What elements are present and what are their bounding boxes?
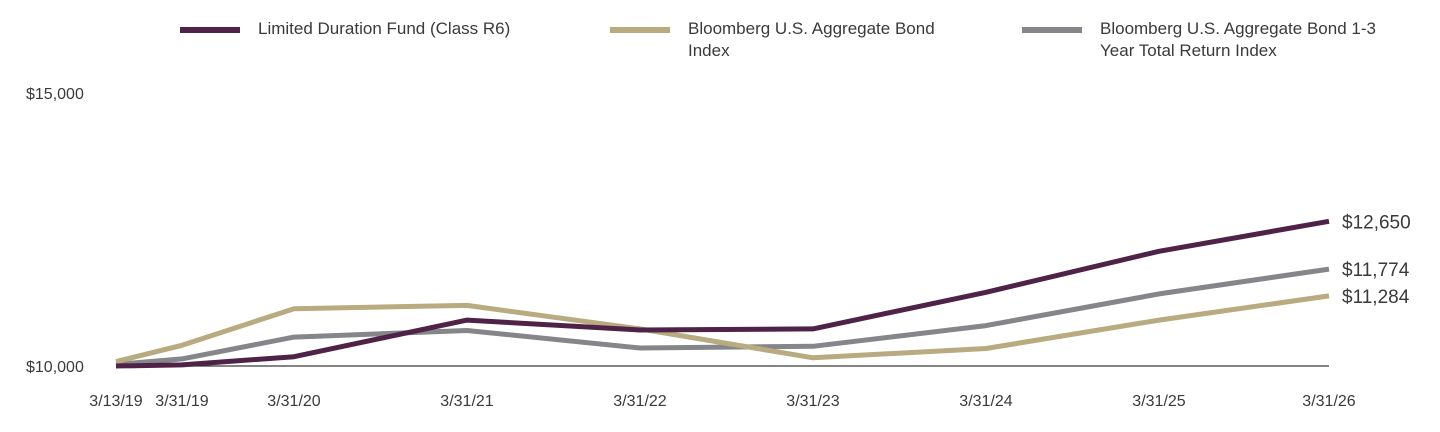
legend-swatch-fund — [180, 27, 240, 33]
end-value-label-2: $11,774 — [1342, 260, 1410, 281]
legend-swatch-1-3-year-index — [1022, 27, 1082, 33]
x-tick-label: 3/31/24 — [959, 393, 1012, 410]
series-line-0 — [115, 218, 1330, 369]
legend-label-fund: Limited Duration Fund (Class R6) — [258, 19, 511, 38]
x-tick-label: 3/31/25 — [1132, 393, 1185, 410]
legend-swatch-aggregate-index — [610, 27, 670, 33]
y-tick-label: $15,000 — [26, 86, 84, 103]
legend-item-fund: Limited Duration Fund (Class R6) — [180, 18, 560, 40]
x-tick-label: 3/13/19 — [89, 393, 142, 410]
x-tick-label: 3/31/19 — [155, 393, 208, 410]
x-tick-label: 3/31/26 — [1302, 393, 1355, 410]
legend-label-1-3-year-index: Bloomberg U.S. Aggregate Bond 1-3 Year T… — [1100, 19, 1376, 60]
y-tick-label: $10,000 — [26, 359, 84, 376]
end-value-label-1: $11,284 — [1342, 287, 1410, 308]
legend-label-aggregate-index: Bloomberg U.S. Aggregate Bond Index — [688, 19, 935, 60]
legend-item-aggregate-index: Bloomberg U.S. Aggregate Bond Index — [610, 18, 970, 62]
series-line-2 — [115, 266, 1330, 367]
x-tick-label: 3/31/20 — [267, 393, 320, 410]
x-tick-label: 3/31/22 — [613, 393, 666, 410]
legend-item-1-3-year-index: Bloomberg U.S. Aggregate Bond 1-3 Year T… — [1022, 18, 1422, 62]
x-tick-label: 3/31/21 — [440, 393, 493, 410]
x-tick-label: 3/31/23 — [786, 393, 839, 410]
end-value-label-0: $12,650 — [1342, 212, 1411, 233]
